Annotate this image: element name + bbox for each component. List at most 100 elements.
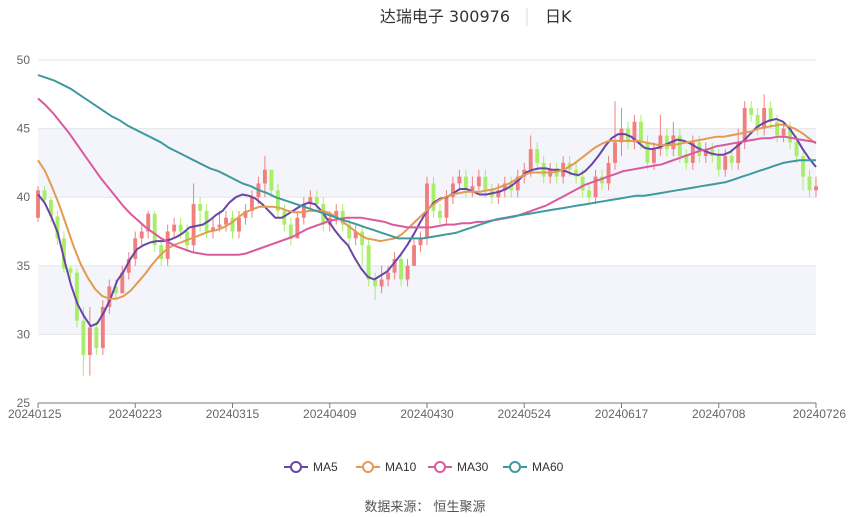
candle-body <box>470 186 475 191</box>
candle-body <box>366 245 371 280</box>
candle-body <box>418 238 423 246</box>
candle-body <box>788 128 793 143</box>
candle-up <box>606 156 611 191</box>
candle-body <box>716 156 721 170</box>
legend: MA5 MA10 MA30 MA60 <box>284 460 564 474</box>
x-tick-label: 20240524 <box>498 407 552 421</box>
candle-up <box>191 183 196 253</box>
ma-line-ma10 <box>37 123 817 300</box>
candle-down <box>755 108 760 136</box>
x-tick-label: 20240708 <box>692 407 746 421</box>
candle-up <box>703 142 708 163</box>
candle-up <box>301 197 306 225</box>
gridlines <box>38 59 816 335</box>
candle-down <box>159 238 164 266</box>
candle-down <box>580 169 585 198</box>
candle-up <box>211 217 215 239</box>
y-axis: 25 30 35 40 45 50 <box>17 53 31 410</box>
candle-down <box>81 306 86 376</box>
candle-up <box>126 252 131 280</box>
candle-body <box>288 224 293 239</box>
candle-body <box>768 108 773 122</box>
candle-up <box>308 190 313 211</box>
candle-body <box>412 245 416 266</box>
candle-up <box>515 169 520 198</box>
candle-body <box>353 231 358 239</box>
candle-up <box>139 224 144 246</box>
candle-body <box>431 183 436 211</box>
x-tick-label: 20240726 <box>793 407 847 421</box>
candle-down <box>314 190 319 211</box>
candle-body <box>392 258 397 273</box>
candle-down <box>431 176 436 218</box>
candle-body <box>360 231 365 246</box>
candle-up <box>107 279 112 314</box>
candle-up <box>476 169 481 191</box>
candle-body <box>314 197 319 205</box>
candle-body <box>230 217 235 232</box>
candle-body <box>775 121 780 136</box>
legend-marker <box>290 461 302 473</box>
legend-label: MA5 <box>313 460 338 474</box>
candle-up <box>250 190 254 218</box>
candle-body <box>736 142 741 163</box>
candle-down <box>360 224 365 266</box>
ma-line-ma30 <box>37 97 817 256</box>
candle-body <box>308 197 313 205</box>
candle-body <box>405 265 410 280</box>
candle-down <box>275 183 280 218</box>
candle-body <box>463 176 468 191</box>
candle-body <box>347 224 352 239</box>
candle-body <box>528 149 533 170</box>
legend-label: MA30 <box>457 460 489 474</box>
chart-title: 达瑞电子 300976 日K <box>380 7 572 26</box>
candle-body <box>36 190 40 218</box>
data-source-note: 数据来源： 恒生聚源 <box>364 500 485 515</box>
candle-down <box>366 238 371 287</box>
candle-up <box>736 128 741 170</box>
legend-label: MA60 <box>532 460 564 474</box>
candle-body <box>61 238 66 269</box>
candle-down <box>600 169 604 191</box>
candle-up <box>36 186 40 222</box>
candle-up <box>450 176 455 205</box>
candle-down <box>230 210 235 239</box>
candle-up <box>172 217 177 239</box>
ma-line-ma60 <box>37 74 816 240</box>
candle-down <box>574 162 579 184</box>
candle-down <box>68 265 73 280</box>
legend-marker <box>362 461 374 473</box>
candle-up <box>87 306 92 376</box>
candle-body <box>262 169 267 184</box>
x-tick-label: 20240223 <box>109 407 163 421</box>
candle-body <box>178 224 183 232</box>
candle-body <box>703 149 708 157</box>
candle-body <box>295 217 300 239</box>
candle-body <box>742 108 747 143</box>
x-tick-label: 20240430 <box>400 407 454 421</box>
x-tick-label: 20240315 <box>206 407 260 421</box>
background-band <box>38 265 816 335</box>
candle-body <box>580 176 585 191</box>
candle-down <box>768 101 773 129</box>
candle-body <box>74 272 79 321</box>
candle-body <box>535 149 540 163</box>
candle-body <box>94 327 99 349</box>
candle-body <box>275 190 280 211</box>
candle-body <box>42 190 47 200</box>
candle-body <box>483 176 488 191</box>
candle-up <box>100 300 105 355</box>
candle-up <box>457 169 462 191</box>
candle-body <box>146 213 151 232</box>
y-tick-label: 45 <box>17 122 31 136</box>
candle-body <box>664 135 669 150</box>
candle-body <box>217 224 222 228</box>
candle-down <box>55 210 60 246</box>
candle-body <box>476 176 481 187</box>
candle-down <box>269 169 274 198</box>
candle-body <box>807 176 812 191</box>
candle-down <box>587 183 592 205</box>
candle-body <box>185 231 190 246</box>
candle-down <box>535 142 540 170</box>
candle-body <box>794 142 799 157</box>
